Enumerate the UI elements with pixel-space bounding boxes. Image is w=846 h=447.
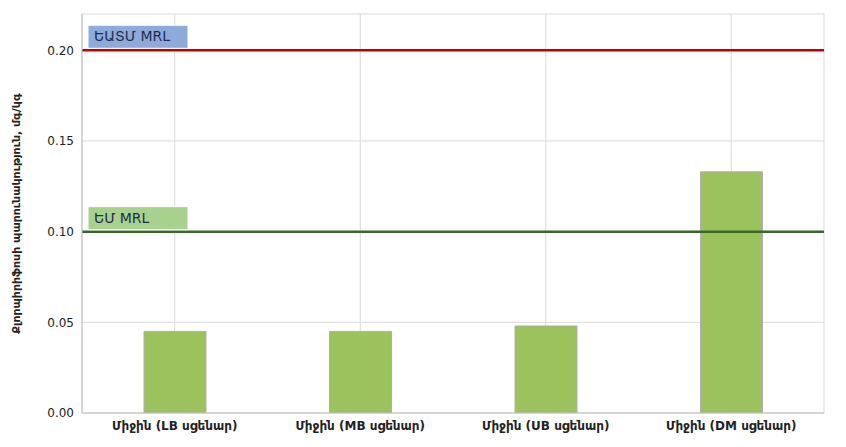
svg-text:0.15: 0.15 <box>47 134 74 148</box>
svg-text:Միջին (DM սցենար): Միջին (DM սցենար) <box>666 419 796 433</box>
svg-text:0.10: 0.10 <box>47 225 74 239</box>
svg-text:Միջին (LB սցենար): Միջին (LB սցենար) <box>112 419 237 433</box>
svg-text:ԵՄ MRL: ԵՄ MRL <box>94 210 150 226</box>
svg-text:0.20: 0.20 <box>47 44 74 58</box>
svg-text:Միջին (UB սցենար): Միջին (UB սցենար) <box>482 419 609 433</box>
svg-text:0.00: 0.00 <box>47 406 74 420</box>
svg-text:ԵԱՏՄ MRL: ԵԱՏՄ MRL <box>94 28 170 44</box>
svg-text:Միջին (MB սցենար): Միջին (MB սցենար) <box>295 419 425 433</box>
svg-text:Քլորպիրիֆոսի պարունակություն,: Քլորպիրիֆոսի պարունակություն, մգ/կգ <box>10 93 23 334</box>
svg-text:0.05: 0.05 <box>47 316 74 330</box>
